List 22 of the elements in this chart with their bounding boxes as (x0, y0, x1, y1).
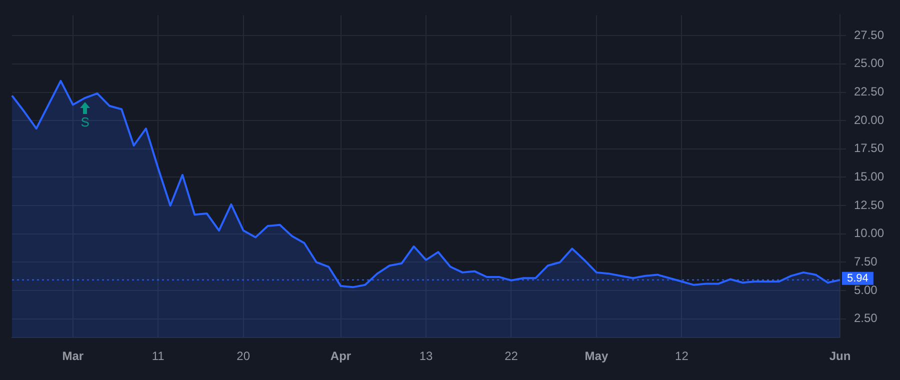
y-tick-label: 10.00 (854, 226, 884, 240)
y-tick-label: 7.50 (854, 254, 878, 269)
x-tick-label: Mar (62, 349, 84, 364)
annotation: S (80, 114, 90, 130)
x-tick-label: 20 (236, 349, 250, 364)
x-tick-label: 11 (152, 349, 165, 364)
y-tick-label: 17.50 (854, 141, 884, 156)
y-tick-label: 2.50 (854, 311, 878, 326)
y-tick-label: 12.50 (854, 198, 884, 212)
y-tick-label: 22.50 (854, 84, 884, 99)
y-tick-label: 15.00 (854, 170, 884, 184)
x-tick-label: May (584, 349, 608, 364)
x-tick-label: 13 (419, 349, 433, 364)
x-tick-label: 12 (675, 349, 689, 364)
y-tick-label: 5.00 (854, 282, 878, 297)
x-tick-label: Jun (829, 349, 851, 364)
y-tick-label: 27.50 (854, 28, 884, 42)
y-tick-label: 20.00 (854, 112, 884, 127)
ref-line-label: 5.94 (847, 272, 868, 284)
y-tick-label: 25.00 (854, 56, 884, 70)
x-tick-label: Apr (330, 349, 352, 364)
x-tick-label: 22 (504, 349, 518, 364)
